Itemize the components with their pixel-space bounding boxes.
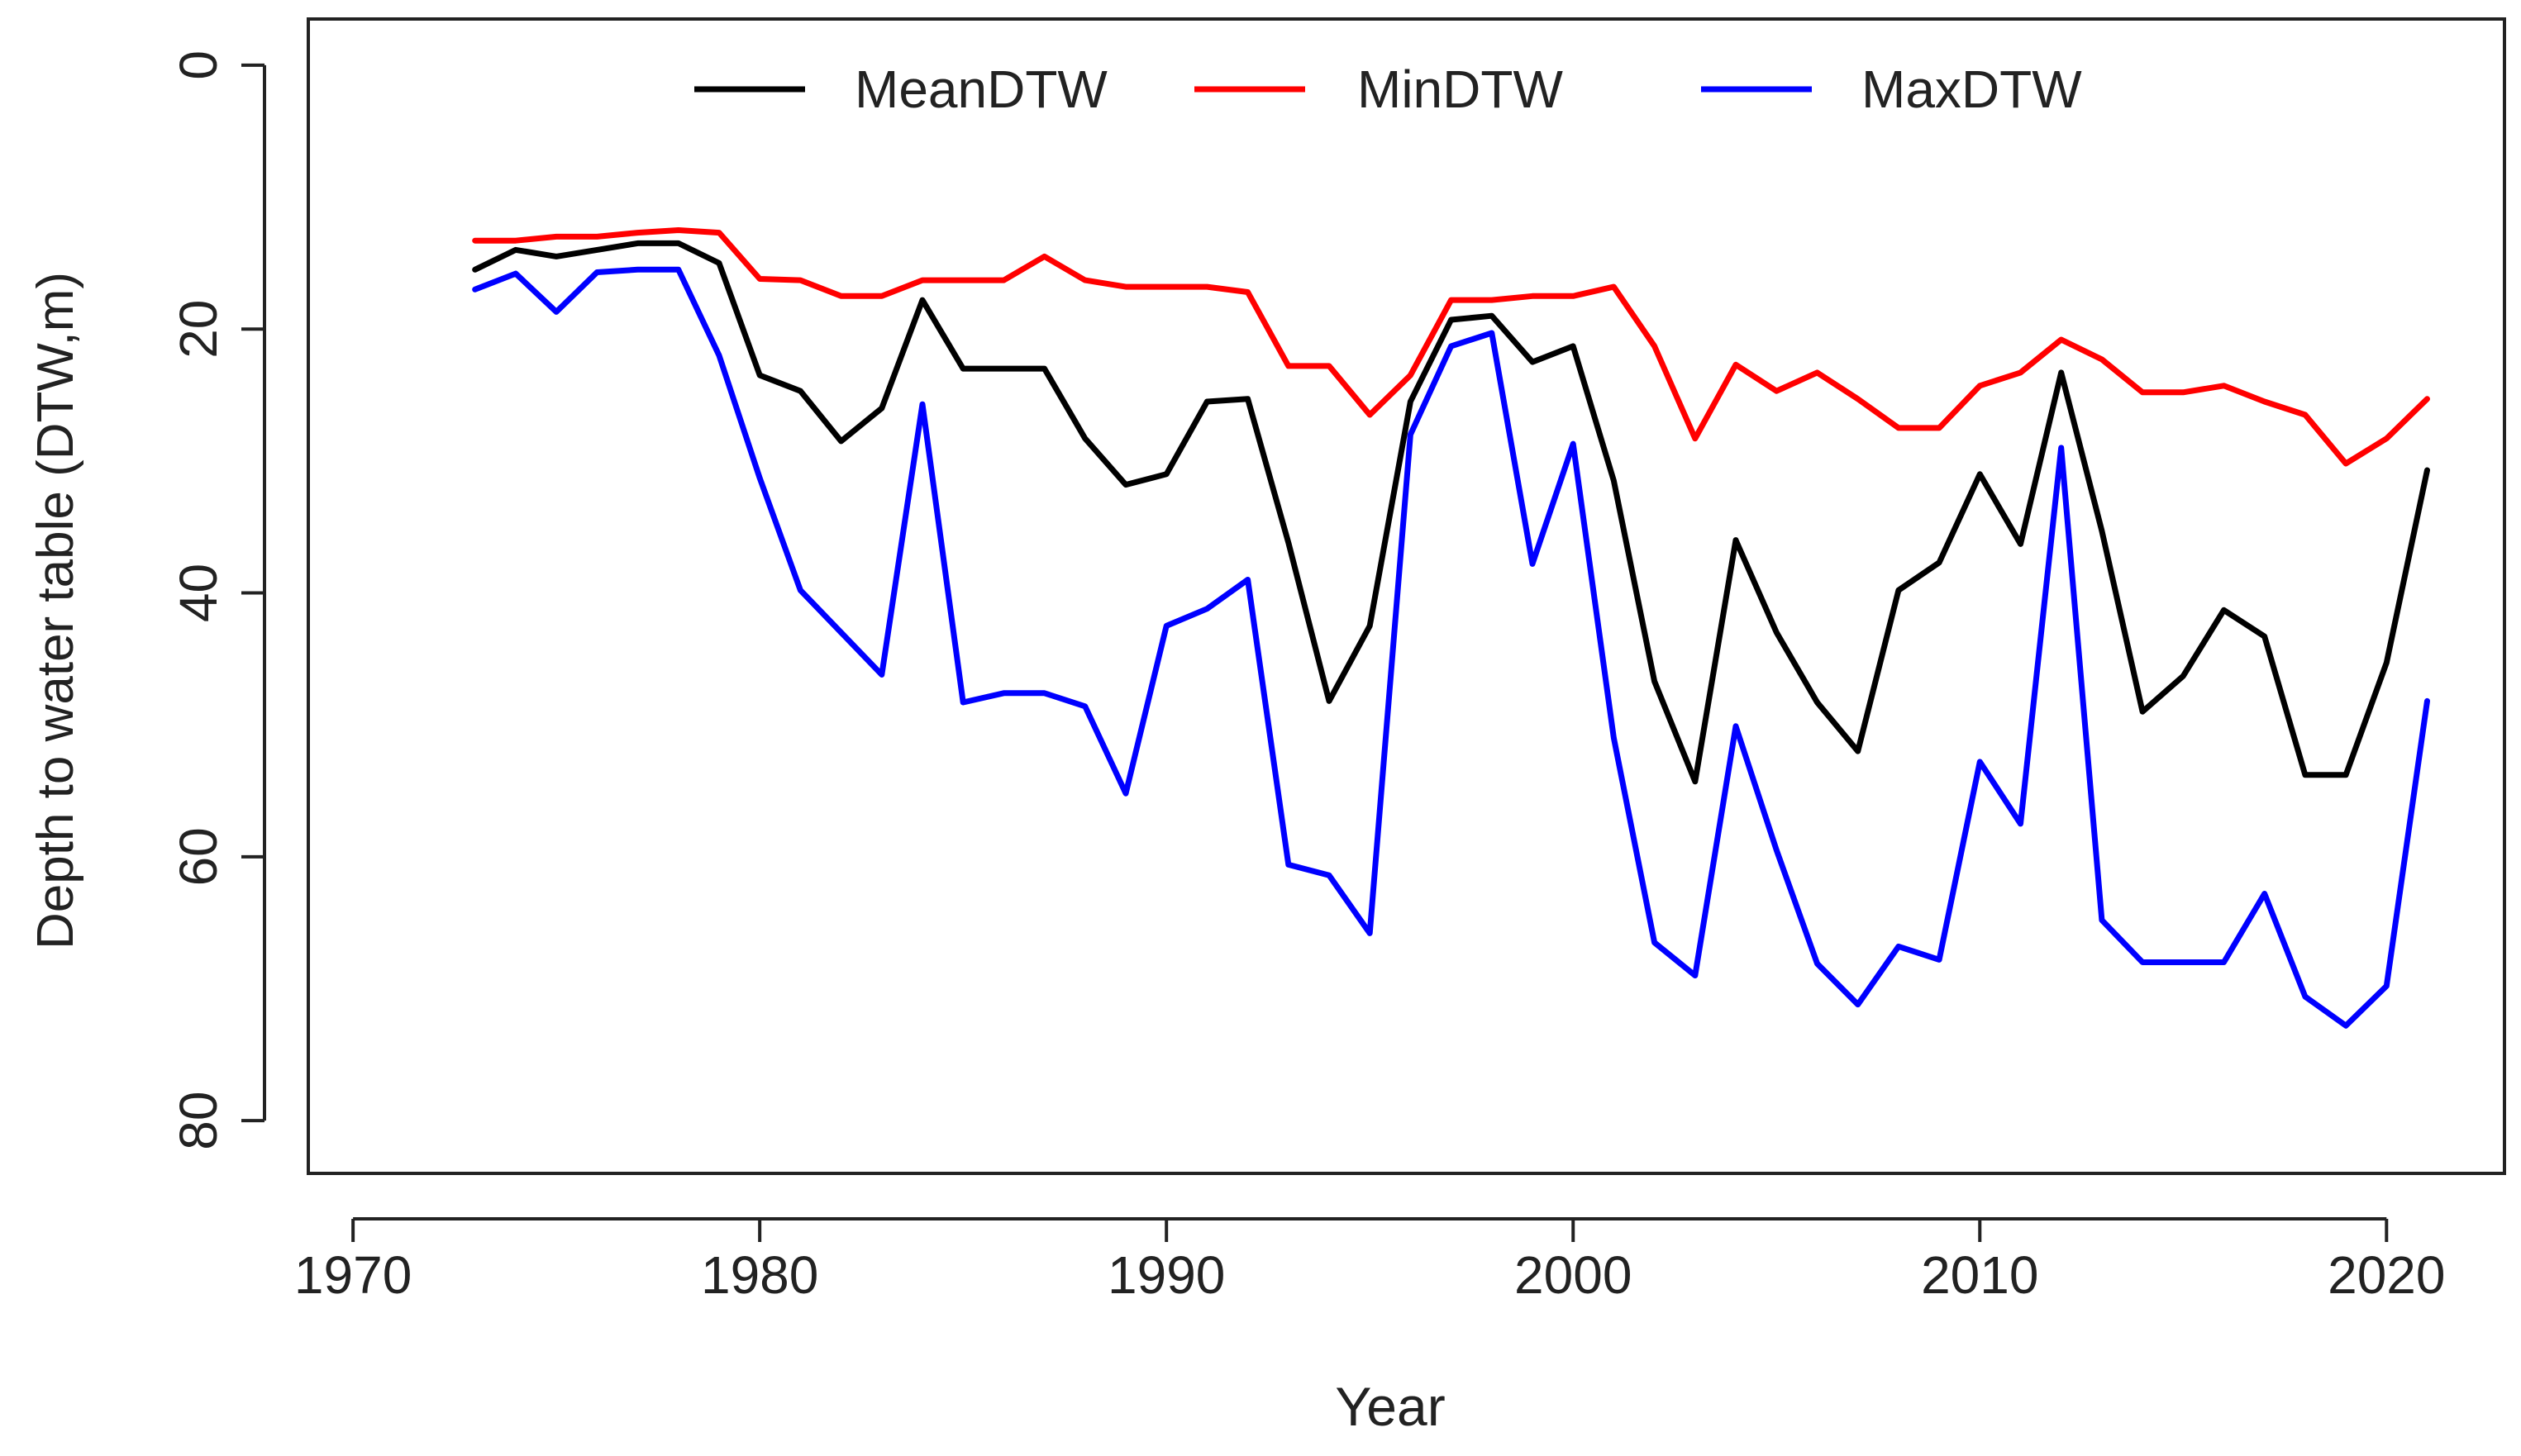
y-tick-label: 60 [169,827,228,886]
legend-label-mindtw: MinDTW [1357,59,1563,119]
series-line-mindtw [472,227,2430,467]
x-tick-label: 1990 [1108,1245,1225,1305]
y-tick-label: 40 [169,564,228,622]
legend-label-maxdtw: MaxDTW [1861,59,2082,119]
y-tick-label: 20 [169,300,228,359]
x-tick-label: 2020 [2328,1245,2445,1305]
plot-frame [307,17,2506,1175]
legend-label-meandtw: MeanDTW [855,59,1108,119]
y-axis-label: Depth to water table (DTW,m) [27,272,84,949]
series-line-maxdtw [472,266,2430,1029]
x-tick-label: 2010 [1921,1245,2038,1305]
x-tick-label: 1980 [701,1245,818,1305]
x-axis-label: Year [1335,1376,1445,1437]
axes: 1970 1980 1990 2000 2010 2020 0 20 40 60 80 [169,17,2506,1305]
series-line-meandtw [472,240,2430,785]
y-tick-label: 0 [169,50,228,80]
series-lines [472,227,2430,1029]
x-tick-label: 1970 [294,1245,412,1305]
legend: MeanDTW MinDTW MaxDTW [694,59,2082,119]
y-tick-label: 80 [169,1092,228,1150]
x-tick-label: 2000 [1514,1245,1632,1305]
